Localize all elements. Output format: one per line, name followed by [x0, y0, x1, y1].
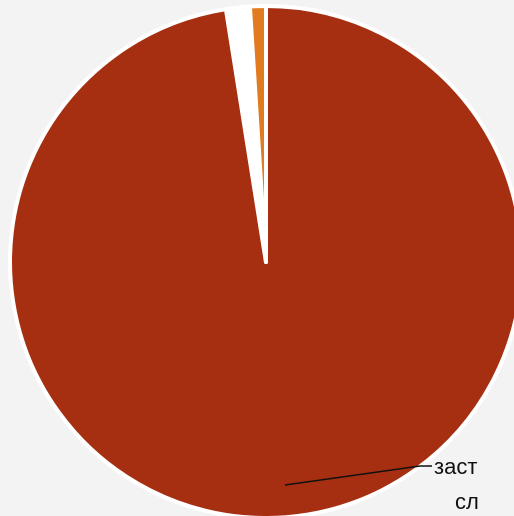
pie-slice-0	[8, 4, 514, 516]
pie-slice-2	[247, 4, 268, 264]
pie-slices	[8, 4, 514, 516]
slice-label-leader	[284, 465, 432, 486]
slice-label-primary: заст	[434, 454, 477, 479]
slice-label-secondary: сл	[455, 489, 479, 514]
